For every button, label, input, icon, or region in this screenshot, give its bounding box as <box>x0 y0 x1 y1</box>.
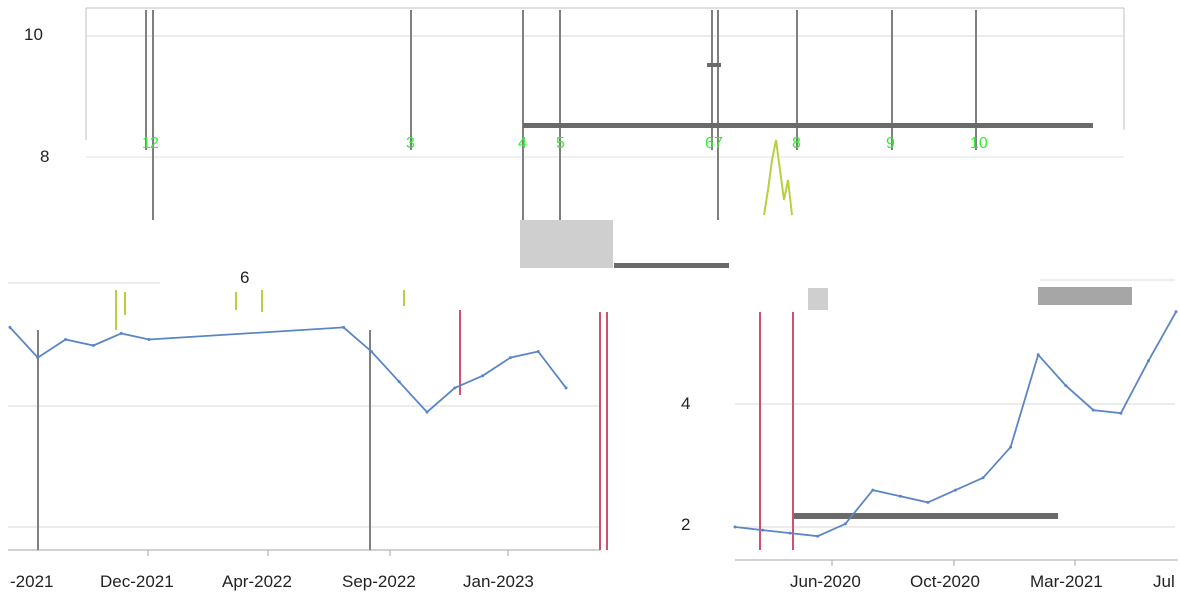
event-label: 6 <box>705 135 714 152</box>
data-point <box>871 488 875 492</box>
data-point <box>8 325 12 329</box>
data-point <box>1036 353 1040 357</box>
event-label: 2 <box>150 135 159 152</box>
lower-grid <box>8 279 1175 528</box>
data-point <box>342 325 346 329</box>
left-x-axis <box>8 549 600 556</box>
data-point <box>1091 408 1095 412</box>
event-lines <box>37 10 977 550</box>
range-bar <box>793 513 1058 519</box>
data-point <box>926 500 930 504</box>
data-point <box>425 410 429 414</box>
data-point <box>1119 411 1123 415</box>
event-label: 3 <box>406 135 415 152</box>
x-tick-label: -2021 <box>10 572 53 591</box>
range-bar <box>614 263 729 268</box>
event-label: 10 <box>970 135 988 152</box>
series-line <box>734 311 1177 538</box>
data-point <box>1064 384 1068 388</box>
data-point <box>1009 445 1013 449</box>
y-tick-label: 4 <box>681 394 690 413</box>
data-point <box>1174 310 1178 314</box>
data-point <box>733 525 737 529</box>
data-point <box>453 386 457 390</box>
data-point <box>36 356 40 360</box>
data-point <box>898 494 902 498</box>
data-point <box>397 380 401 384</box>
range-bars <box>523 63 1093 519</box>
x-tick-label: Sep-2022 <box>342 572 416 591</box>
data-point <box>816 534 820 538</box>
data-point <box>119 331 123 335</box>
data-point <box>369 350 373 353</box>
range-bar <box>523 123 1093 128</box>
event-label: 5 <box>556 135 565 152</box>
y-tick-label: 10 <box>24 25 43 44</box>
y-tick-labels: 10 8 6 4 2 <box>24 25 690 534</box>
data-point <box>981 476 985 480</box>
range-bar <box>707 63 721 67</box>
data-point <box>761 528 765 532</box>
data-point <box>147 338 151 341</box>
data-point <box>843 522 847 526</box>
right-x-axis <box>735 559 1178 566</box>
upper-frame <box>85 7 1125 158</box>
data-point <box>508 356 512 360</box>
x-tick-label: Dec-2021 <box>100 572 174 591</box>
shaded-block <box>1038 287 1132 305</box>
event-marker-labels: 1 2 3 4 5 6 7 8 9 10 <box>142 135 988 152</box>
accent-lines <box>459 310 794 550</box>
shaded-blocks <box>520 220 1132 310</box>
highlight-marks <box>115 139 793 330</box>
data-point <box>64 338 68 341</box>
data-point <box>481 374 485 378</box>
shaded-block <box>808 288 828 310</box>
series-line <box>9 326 567 414</box>
event-label: 4 <box>518 135 527 152</box>
y-tick-label: 2 <box>681 515 690 534</box>
x-tick-label: Jan-2023 <box>463 572 534 591</box>
event-label: 7 <box>714 135 723 152</box>
x-tick-label: Oct-2020 <box>910 572 980 591</box>
shaded-block <box>520 220 613 268</box>
x-tick-labels: -2021 Dec-2021 Apr-2022 Sep-2022 Jan-202… <box>10 572 1175 591</box>
data-point <box>536 350 540 353</box>
event-label: 8 <box>792 135 801 152</box>
x-tick-label: Apr-2022 <box>222 572 292 591</box>
data-point <box>91 344 95 347</box>
x-tick-label: Mar-2021 <box>1030 572 1103 591</box>
x-tick-label: Jun-2020 <box>790 572 861 591</box>
y-tick-label: 6 <box>240 268 249 287</box>
event-label: 9 <box>886 135 895 152</box>
data-point <box>1146 359 1150 363</box>
x-tick-label: Jul <box>1153 572 1175 591</box>
data-point <box>788 531 792 535</box>
data-point <box>564 386 568 390</box>
y-tick-label: 8 <box>40 147 49 166</box>
series-layer <box>8 310 1178 538</box>
data-point <box>954 488 957 492</box>
event-label: 1 <box>142 135 151 152</box>
